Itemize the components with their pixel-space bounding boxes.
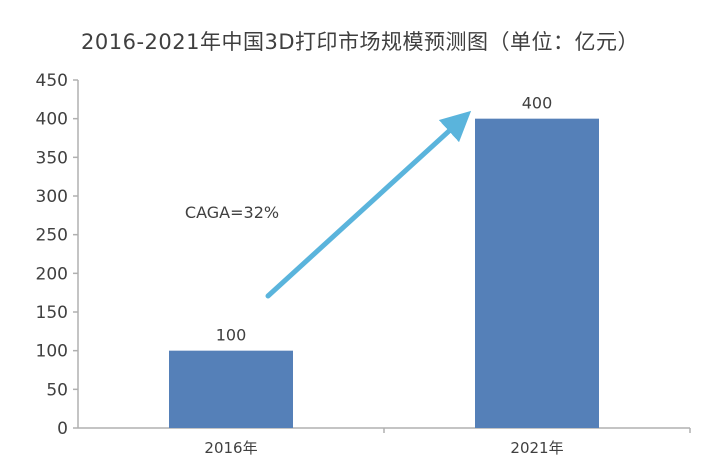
y-tick-label: 350 xyxy=(36,148,68,168)
chart-title: 2016-2021年中国3D打印市场规模预测图（单位：亿元） xyxy=(81,30,639,54)
bar-1 xyxy=(169,350,293,428)
y-tick-label: 200 xyxy=(36,264,68,284)
y-tick-label: 100 xyxy=(36,342,68,362)
y-tick-label: 0 xyxy=(57,419,68,439)
trend-arrow xyxy=(265,110,472,299)
cagr-annotation: CAGA=32% xyxy=(185,203,279,222)
bar-data-label: 100 xyxy=(216,326,247,345)
y-tick-label: 450 xyxy=(36,71,68,91)
y-tick-label: 300 xyxy=(36,187,68,207)
y-tick-label: 150 xyxy=(36,303,68,323)
y-tick-label: 250 xyxy=(36,226,68,246)
bar-data-label: 400 xyxy=(522,94,553,113)
x-category-label: 2016年 xyxy=(204,439,257,457)
bars: 100 400 xyxy=(169,94,599,429)
axes: 0 50 100 150 200 250 300 350 400 450 2016年 2021年 xyxy=(36,71,691,457)
y-tick-label: 400 xyxy=(36,110,68,130)
x-category-label: 2021年 xyxy=(510,439,563,457)
y-tick-label: 50 xyxy=(46,380,68,400)
bar-2 xyxy=(475,118,599,429)
